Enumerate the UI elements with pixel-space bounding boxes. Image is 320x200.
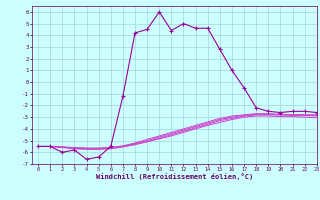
X-axis label: Windchill (Refroidissement éolien,°C): Windchill (Refroidissement éolien,°C) xyxy=(96,173,253,180)
